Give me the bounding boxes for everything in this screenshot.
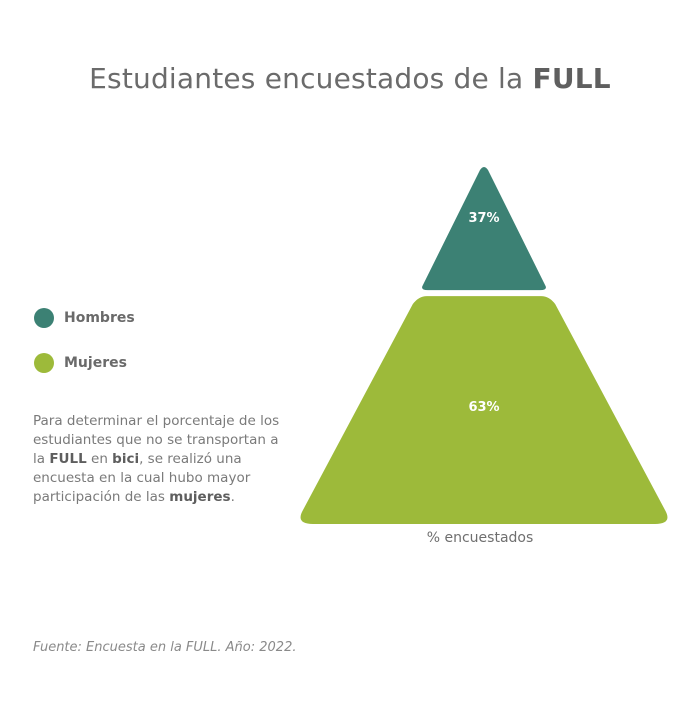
description-part-2: en [86, 451, 113, 467]
legend-dot-mujeres [34, 353, 54, 373]
segment-value-label-hombres: 37% [468, 211, 499, 226]
legend-label-mujeres: Mujeres [64, 355, 127, 371]
pyramid-segment-hombres [422, 167, 546, 291]
x-axis-label: % encuestados [426, 530, 534, 546]
legend-dot-hombres [34, 308, 54, 328]
segment-value-label-mujeres: 63% [468, 400, 499, 415]
legend-item-mujeres: Mujeres [34, 353, 127, 373]
chart-title-emphasis: FULL [532, 62, 611, 95]
description-part-1: Para determinar el porcentaje de los est… [33, 413, 280, 467]
description-part-3: , se realizó una encuesta en la cual hub… [33, 451, 251, 505]
description-bold-bici: bici [112, 451, 140, 467]
legend-item-hombres: Hombres [34, 308, 135, 328]
description-part-4: . [230, 489, 235, 505]
description-text: Para determinar el porcentaje de los est… [33, 412, 283, 507]
pyramid-segment-mujeres [300, 296, 668, 524]
chart-title-prefix: Estudiantes encuestados de la [89, 62, 533, 95]
legend-label-hombres: Hombres [64, 310, 135, 326]
source-note: Fuente: Encuesta en la FULL. Año: 2022. [33, 640, 297, 655]
chart-title: Estudiantes encuestados de la FULL [0, 62, 700, 95]
description-bold-full: FULL [49, 451, 87, 467]
description-bold-mujeres: mujeres [169, 489, 231, 505]
